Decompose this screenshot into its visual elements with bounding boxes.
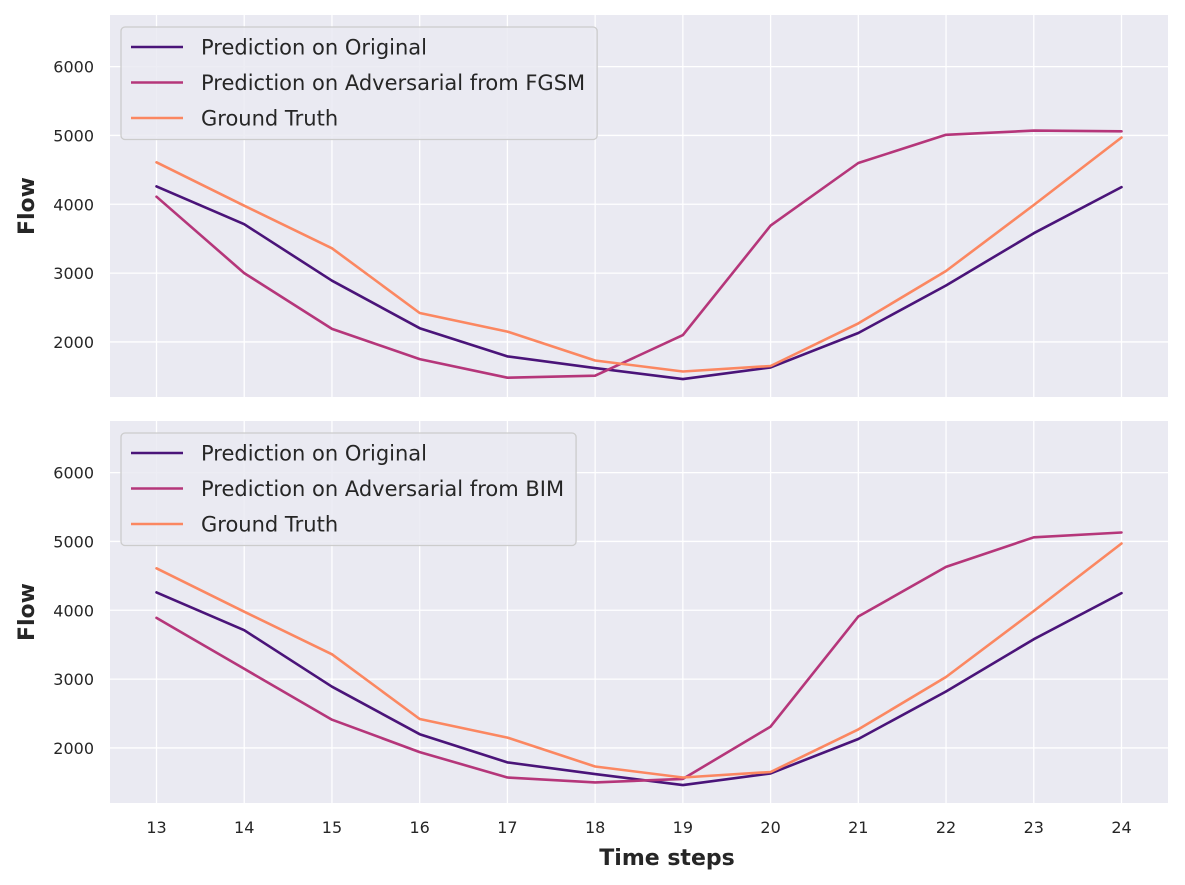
legend: Prediction on Original Prediction on Adve… xyxy=(120,432,577,547)
legend-label: Ground Truth xyxy=(201,513,338,537)
x-tick-label: 22 xyxy=(936,818,956,837)
x-tick-label: 21 xyxy=(848,818,868,837)
y-tick-label: 2000 xyxy=(53,333,94,352)
x-tick-label: 23 xyxy=(1024,818,1044,837)
legend-box xyxy=(120,26,598,141)
y-tick-label: 2000 xyxy=(53,739,94,758)
legend-label: Prediction on Adversarial from BIM xyxy=(201,477,564,501)
y-tick-label: 6000 xyxy=(53,464,94,483)
x-tick-label: 13 xyxy=(146,818,166,837)
y-tick-label: 3000 xyxy=(53,670,94,689)
legend-label: Ground Truth xyxy=(201,107,338,131)
chart-panel-2: 2000 3000 4000 5000 6000 Flow 13 14 15 16 17 18 19 20… xyxy=(15,421,1168,871)
legend-label: Prediction on Original xyxy=(201,442,427,466)
series-line-1 xyxy=(155,185,1123,381)
y-axis-label: Flow xyxy=(15,177,40,235)
chart-panel-1: 2000 3000 4000 5000 6000 Flow Prediction on Or… xyxy=(15,15,1168,397)
y-tick-label: 6000 xyxy=(53,58,94,77)
legend: Prediction on Original Prediction on Adve… xyxy=(120,26,598,141)
y-tick-label: 5000 xyxy=(53,532,94,551)
legend-label: Prediction on Adversarial from FGSM xyxy=(201,71,585,95)
x-axis-label: Time steps xyxy=(599,846,734,871)
x-tick-label: 14 xyxy=(234,818,254,837)
series-line-2 xyxy=(155,531,1123,784)
x-tick-label: 20 xyxy=(760,818,780,837)
series-line-3 xyxy=(155,542,1123,779)
y-tick-label: 3000 xyxy=(53,264,94,283)
x-tick-label: 16 xyxy=(410,818,430,837)
y-tick-label: 4000 xyxy=(53,195,94,214)
x-tick-label: 18 xyxy=(585,818,605,837)
x-tick-label: 15 xyxy=(322,818,342,837)
legend-label: Prediction on Original xyxy=(201,36,427,60)
legend-box xyxy=(120,432,577,547)
x-tick-label: 17 xyxy=(497,818,517,837)
series-line-2 xyxy=(155,129,1123,380)
x-tick-label: 24 xyxy=(1111,818,1131,837)
y-axis-label: Flow xyxy=(15,583,40,641)
y-tick-label: 5000 xyxy=(53,126,94,145)
y-tick-label: 4000 xyxy=(53,601,94,620)
x-tick-label: 19 xyxy=(673,818,693,837)
series-line-3 xyxy=(155,136,1123,373)
